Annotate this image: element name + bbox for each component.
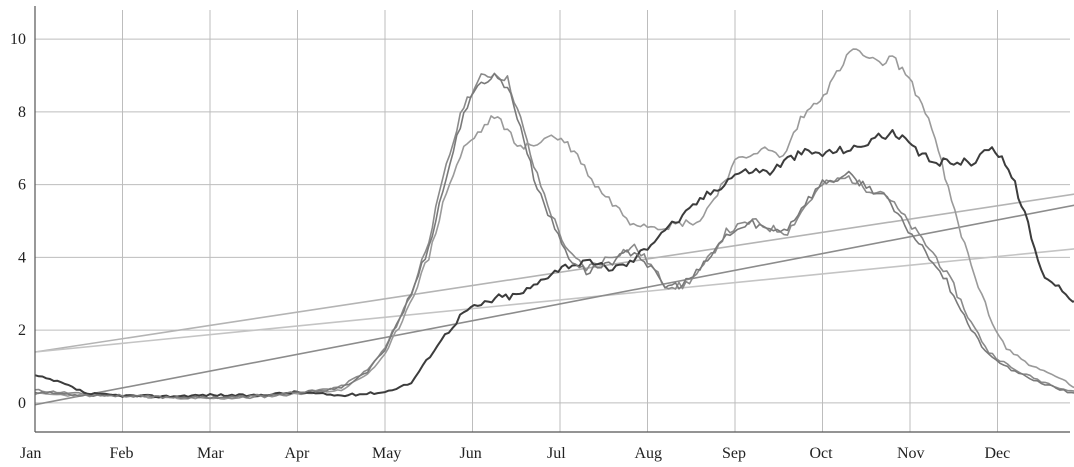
data-series (34, 48, 1074, 400)
axes (34, 6, 1070, 433)
grid (34, 10, 1070, 432)
y-tick-label: 6 (18, 177, 26, 194)
x-tick-label: Jan (20, 445, 41, 462)
series-line-series_b (34, 48, 1074, 400)
x-tick-label: May (372, 445, 401, 462)
x-tick-label: Jul (547, 445, 566, 462)
y-axis-tick-labels: 0 2 4 6 8 10 (10, 31, 26, 412)
trend-line-trend_b (34, 248, 1074, 353)
y-tick-label: 8 (18, 104, 26, 121)
series-line-series_d (34, 72, 1074, 400)
x-tick-label: Feb (110, 445, 134, 462)
trend-lines (34, 193, 1074, 406)
x-tick-label: Jun (460, 445, 482, 462)
y-tick-label: 0 (18, 395, 26, 412)
series-line-series_a (34, 72, 1074, 400)
y-tick-label: 2 (18, 322, 26, 339)
x-tick-label: Aug (635, 445, 663, 462)
x-tick-label: Mar (197, 445, 224, 462)
trend-line-trend_a (34, 193, 1074, 353)
x-tick-label: Dec (985, 445, 1011, 462)
x-axis-tick-labels: Jan Feb Mar Apr May Jun Jul Aug Sep Oct Nov Dec (20, 445, 1010, 462)
x-tick-label: Oct (810, 445, 834, 462)
x-tick-label: Sep (722, 445, 746, 462)
y-tick-label: 10 (10, 31, 26, 48)
series-line-series_c (34, 129, 1074, 399)
trend-line-trend_c (34, 204, 1074, 406)
x-tick-label: Apr (285, 445, 311, 462)
y-tick-label: 4 (18, 249, 26, 266)
x-tick-label: Nov (897, 445, 925, 462)
